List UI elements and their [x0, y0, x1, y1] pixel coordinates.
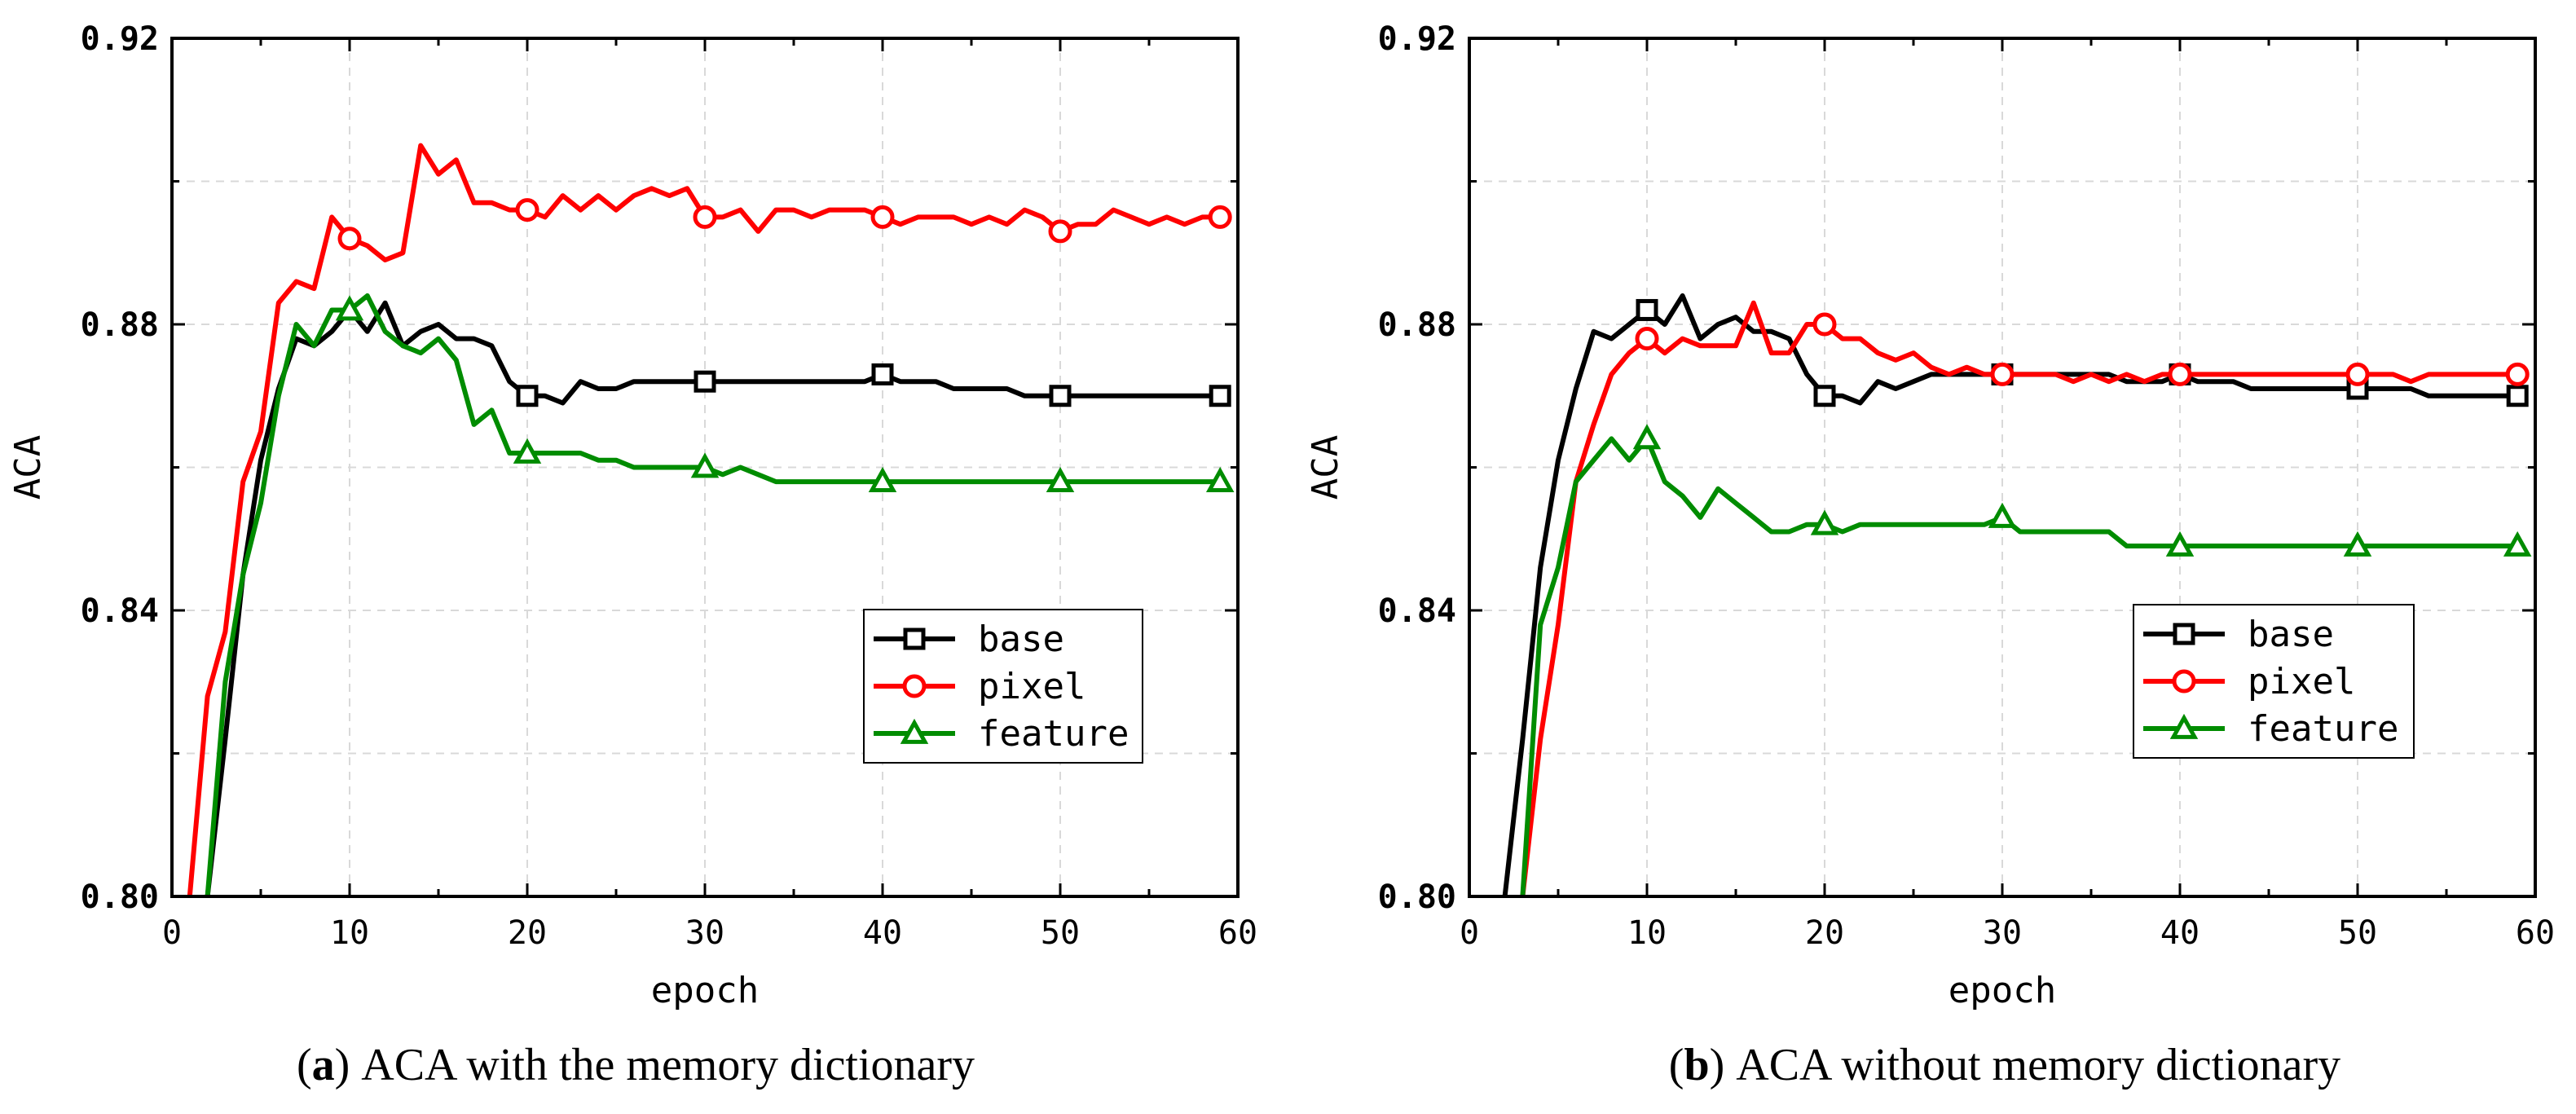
- panel-a-aca-with-memory: 0 10 20 30 40 50 60 0.80 0.84 0.88 0.92 epoch ACA bas…: [7, 20, 1257, 1090]
- x-tick-label: 0: [1460, 914, 1479, 952]
- data-point-feature: [868, 466, 897, 492]
- x-tick-label: 20: [508, 914, 547, 952]
- legend-label-feature: feature: [978, 713, 1129, 755]
- x-tick-label: 30: [685, 914, 724, 952]
- data-point-feature: [1988, 502, 2017, 528]
- x-tick-label: 10: [1627, 914, 1667, 952]
- data-point-feature: [2343, 531, 2372, 557]
- x-tick-label: 60: [1218, 914, 1257, 952]
- x-tick-label: 40: [2160, 914, 2200, 952]
- data-point-feature: [2503, 531, 2532, 557]
- data-point-pixel: [1635, 327, 1659, 351]
- figure-caption: (a) ACA with the memory dictionary: [297, 1040, 975, 1090]
- caption-label: a: [312, 1040, 335, 1090]
- x-tick-label: 20: [1805, 914, 1844, 952]
- y-tick-label: 0.80: [1378, 878, 1456, 916]
- caption-label: b: [1684, 1040, 1709, 1090]
- legend-marker-pixel: [902, 674, 927, 698]
- legend-marker-base: [903, 627, 926, 650]
- data-point-pixel: [337, 227, 362, 251]
- data-point-pixel: [1812, 312, 1837, 337]
- series-group: [1502, 293, 2532, 896]
- y-tick-label: 0.92: [81, 20, 159, 58]
- y-tick-label: 0.84: [1378, 592, 1456, 630]
- legend: base pixel feature: [2133, 604, 2415, 759]
- figure-caption: (b) ACA without memory dictionary: [1669, 1040, 2340, 1090]
- x-tick-label: 60: [2516, 914, 2555, 952]
- x-tick-label: 10: [330, 914, 369, 952]
- x-tick-label: 50: [1041, 914, 1080, 952]
- data-point-pixel: [2345, 362, 2370, 386]
- legend-label-pixel: pixel: [2248, 661, 2355, 702]
- data-point-base: [694, 370, 716, 393]
- y-tick-label: 0.92: [1378, 20, 1456, 58]
- caption-text: ACA without memory dictionary: [1724, 1040, 2340, 1090]
- grid: [1469, 38, 2535, 896]
- data-point-pixel: [2168, 362, 2192, 386]
- data-point-base: [2506, 385, 2529, 407]
- panel-b-aca-without-memory: 0 10 20 30 40 50 60 0.80 0.84 0.88 0.92 epoch ACA bas…: [1305, 20, 2555, 1090]
- data-point-base: [1049, 385, 1072, 407]
- data-point-pixel: [2505, 362, 2530, 386]
- data-point-feature: [335, 295, 364, 321]
- caption-paren-close: ): [335, 1040, 350, 1090]
- data-point-base: [1813, 385, 1836, 407]
- data-point-feature: [1810, 509, 1839, 535]
- series-group: [187, 143, 1235, 896]
- data-point-feature: [513, 438, 542, 464]
- data-point-base: [871, 363, 894, 385]
- legend-label-pixel: pixel: [978, 666, 1085, 707]
- data-point-feature: [1205, 466, 1235, 492]
- series-line-pixel: [187, 143, 1221, 896]
- caption-paren-close: ): [1710, 1040, 1725, 1090]
- data-point-feature: [2165, 531, 2195, 557]
- x-axis-label: epoch: [651, 970, 759, 1011]
- legend-marker-feature: [900, 718, 929, 744]
- data-point-pixel: [693, 205, 717, 229]
- legend-marker-feature: [2169, 713, 2199, 739]
- y-axis-label: ACA: [7, 435, 49, 500]
- data-point-feature: [1046, 466, 1075, 492]
- data-point-pixel: [1990, 362, 2015, 386]
- legend: base pixel feature: [863, 609, 1143, 764]
- data-point-feature: [1632, 424, 1662, 450]
- legend-marker-base: [2173, 623, 2195, 645]
- legend-label-feature: feature: [2248, 708, 2398, 750]
- y-tick-label: 0.84: [81, 592, 159, 630]
- x-tick-label: 50: [2338, 914, 2377, 952]
- x-tick-label: 0: [162, 914, 182, 952]
- legend-label-base: base: [2248, 614, 2334, 655]
- x-tick-label: 30: [1983, 914, 2022, 952]
- data-point-base: [1636, 298, 1658, 321]
- data-point-pixel: [870, 205, 895, 229]
- data-point-feature: [690, 452, 720, 478]
- caption-paren-open: (: [1669, 1040, 1684, 1090]
- legend-marker-pixel: [2172, 669, 2196, 693]
- x-axis-label: epoch: [1949, 970, 2056, 1011]
- legend-label-base: base: [978, 619, 1064, 660]
- data-point-pixel: [1208, 205, 1232, 229]
- data-point-base: [516, 385, 539, 407]
- y-tick-label: 0.80: [81, 878, 159, 916]
- caption-paren-open: (: [297, 1040, 312, 1090]
- caption-text: ACA with the memory dictionary: [350, 1040, 975, 1090]
- data-point-pixel: [1048, 219, 1072, 244]
- x-tick-label: 40: [863, 914, 902, 952]
- y-tick-label: 0.88: [1378, 306, 1456, 344]
- y-tick-label: 0.88: [81, 306, 159, 344]
- data-point-pixel: [515, 198, 539, 222]
- y-axis-label: ACA: [1305, 435, 1346, 500]
- data-point-base: [1209, 385, 1231, 407]
